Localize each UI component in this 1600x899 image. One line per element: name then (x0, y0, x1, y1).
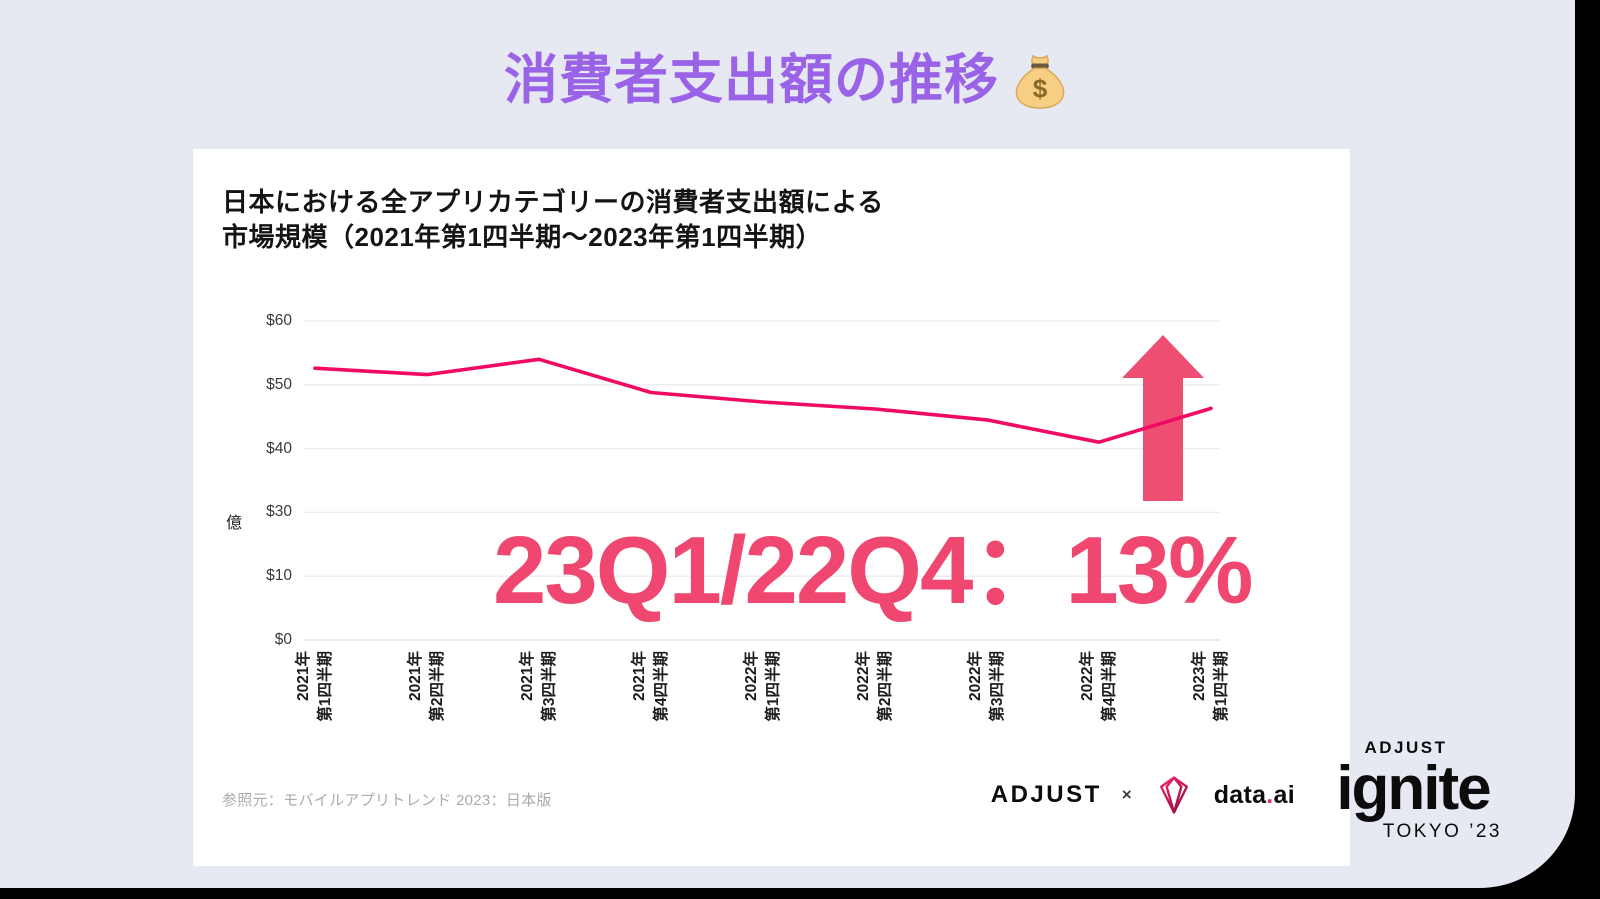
y-tick-label: $50 (266, 375, 292, 393)
svg-text:$: $ (1033, 73, 1048, 103)
money-bag-icon: $ (1015, 54, 1065, 109)
partner-logos: ADJUST × data.ai (991, 767, 1295, 823)
chart-card: 日本における全アプリカテゴリーの消費者支出額による 市場規模（2021年第1四半… (193, 149, 1350, 866)
x-tick-label: 2021年 第3四半期 (517, 651, 561, 739)
y-tick-label: $60 (266, 312, 292, 329)
dataai-logo: data.ai (1214, 781, 1295, 810)
y-tick-label: $0 (274, 631, 292, 648)
x-tick-label: 2022年 第2四半期 (853, 651, 897, 739)
dataai-logo-data: data (1213, 780, 1267, 809)
x-tick-label: 2022年 第4四半期 (1077, 651, 1121, 739)
chart-gridlines (303, 320, 1220, 641)
y-tick-label: $40 (266, 439, 292, 457)
ignite-logo: ADJUST ignite TOKYO ’23 (1322, 738, 1504, 844)
growth-callout: 23Q1/22Q4：13% (493, 517, 1254, 624)
x-tick-quarter: 第3四半期 (989, 651, 1006, 722)
x-tick-label: 2021年 第2四半期 (405, 651, 449, 739)
chart-title-line1: 日本における全アプリカテゴリーの消費者支出額による (222, 187, 884, 217)
x-tick-quarter: 第1四半期 (1213, 651, 1230, 722)
growth-arrow-icon (1122, 335, 1204, 501)
ignite-adjust-label: ADJUST (1364, 738, 1448, 757)
x-tick-year: 2022年 (743, 651, 760, 701)
ignite-wordmark: ignite (1336, 754, 1491, 823)
x-tick-year: 2021年 (519, 651, 536, 701)
x-tick-label: 2021年 第4四半期 (629, 651, 673, 739)
ignite-event-label: TOKYO ’23 (1382, 821, 1502, 842)
x-tick-label: 2022年 第1四半期 (741, 651, 785, 739)
page-title-text: 消費者支出額の推移 (504, 50, 999, 110)
dataai-gem-icon (1159, 776, 1188, 814)
dataai-logo-ai: ai (1273, 780, 1295, 809)
chart-title: 日本における全アプリカテゴリーの消費者支出額による 市場規模（2021年第1四半… (222, 185, 884, 255)
x-tick-year: 2022年 (1079, 651, 1096, 701)
x-tick-year: 2021年 (407, 651, 424, 701)
x-tick-year: 2022年 (967, 651, 984, 701)
x-tick-label: 2023年 第1四半期 (1189, 651, 1233, 739)
x-tick-quarter: 第2四半期 (429, 651, 446, 722)
page-title: 消費者支出額の推移 $ (0, 44, 1575, 116)
y-axis-unit-label: 億 (226, 515, 243, 532)
adjust-logo: ADJUST (990, 781, 1102, 808)
x-tick-quarter: 第4四半期 (1101, 651, 1118, 722)
consumer-spend-line (313, 357, 1213, 444)
x-tick-year: 2022年 (855, 651, 872, 701)
slide-background: 消費者支出額の推移 $ 日本における全アプリカテゴリーの消費者支出額による 市場… (0, 0, 1575, 888)
chart-title-line2: 市場規模（2021年第1四半期〜2023年第1四半期） (222, 222, 823, 252)
x-tick-quarter: 第2四半期 (877, 651, 894, 722)
x-tick-quarter: 第3四半期 (541, 651, 558, 722)
x-tick-quarter: 第4四半期 (653, 651, 670, 722)
x-tick-year: 2021年 (631, 651, 648, 701)
y-tick-label: $30 (266, 503, 292, 521)
chart-line-series (313, 357, 1213, 444)
y-tick-label: $10 (266, 567, 292, 585)
x-tick-quarter: 第1四半期 (317, 651, 334, 722)
x-tick-quarter: 第1四半期 (765, 651, 782, 722)
x-tick-year: 2021年 (295, 651, 312, 701)
x-tick-year: 2023年 (1191, 651, 1208, 701)
dataai-logo-dot: . (1266, 780, 1274, 809)
multiply-icon: × (1121, 785, 1132, 804)
source-note: 参照元：モバイルアプリトレンド 2023：日本版 (222, 792, 552, 809)
line-chart-plot (303, 320, 1220, 641)
x-tick-label: 2022年 第3四半期 (965, 651, 1009, 739)
x-tick-label: 2021年 第1四半期 (293, 651, 337, 739)
